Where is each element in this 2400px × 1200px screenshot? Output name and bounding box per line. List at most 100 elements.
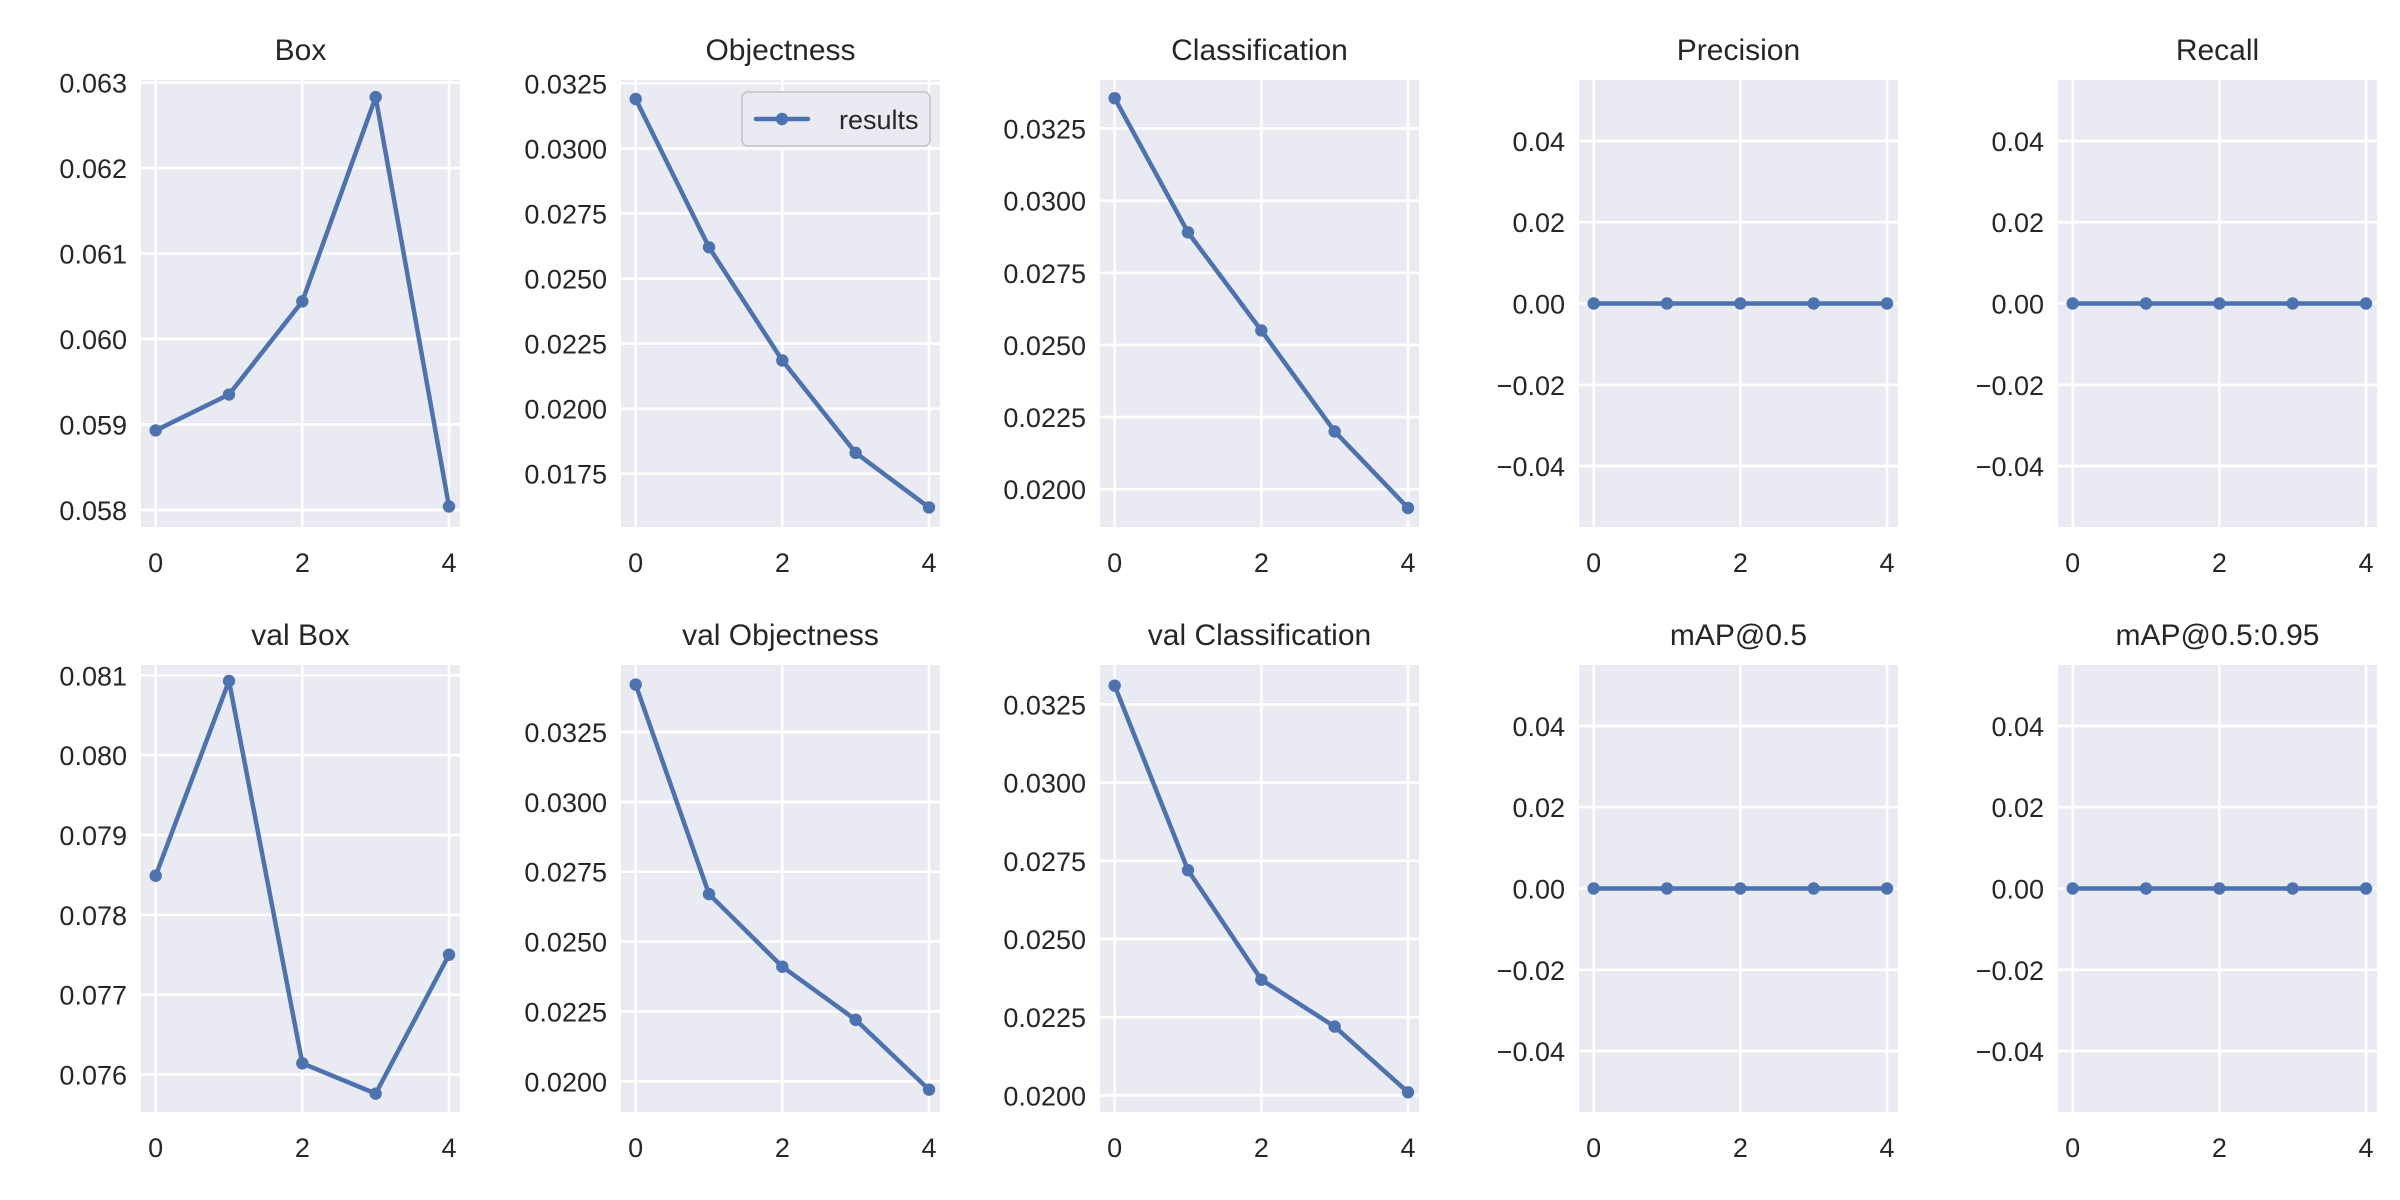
map-at-0-5-0-95-data-point [2066,882,2079,895]
classification-y-tick-label: 0.0275 [1003,259,1086,289]
box-data-point [296,295,309,308]
objectness-y-tick-label: 0.0175 [524,460,607,490]
recall-y-tick-label: 0.04 [1991,127,2044,157]
map-at-0-5-data-point [1660,882,1674,895]
classification-y-tick-label: 0.0250 [1003,331,1086,361]
map-at-0-5-data-point [1807,882,1820,895]
classification-data-point [1328,425,1341,438]
box-data-point [149,424,162,437]
objectness-y-tick-label: 0.0200 [524,395,607,425]
precision-y-tick-label: 0.00 [1512,290,1565,320]
val-objectness-data-point [849,1013,862,1027]
classification-y-tick-label: 0.0225 [1003,403,1086,433]
map-at-0-5-0-95-y-tick-label: 0.04 [1991,712,2044,742]
val-box-y-tick-label: 0.079 [59,821,127,851]
box-x-tick-label: 4 [441,548,456,578]
box-data-point [222,388,236,401]
map-at-0-5-0-95-y-tick-label: 0.02 [1991,793,2044,823]
precision-y-tick-label: −0.04 [1497,452,1565,482]
val-objectness-x-tick-label: 2 [775,1133,790,1163]
val-classification-y-tick-label: 0.0200 [1003,1081,1086,1111]
objectness-y-tick-label: 0.0275 [524,199,607,229]
classification-title: Classification [1171,34,1348,67]
map-at-0-5-0-95-y-tick-label: −0.04 [1976,1037,2044,1067]
map-at-0-5-y-tick-label: 0.04 [1512,712,1565,742]
val-box-data-point [149,869,162,882]
val-classification-data-point [1401,1086,1415,1099]
val-box-y-tick-label: 0.077 [59,981,127,1011]
objectness-y-tick-label: 0.0250 [524,265,607,295]
val-classification-data-point [1328,1020,1341,1033]
classification-data-point [1255,324,1268,337]
box-panel: 0 2 4 0.058 0.059 0.060 0.061 0.062 0.063 Box [59,34,460,578]
val-classification-x-tick-label: 4 [1400,1133,1415,1163]
val-box-panel: 0 2 4 0.076 0.077 0.078 0.079 0.080 0.081 val Box [59,619,460,1163]
objectness-panel: 0 2 4 0.0175 0.0200 0.0225 0.0250 0.0275 0.0300 0… [524,34,940,578]
val-box-x-tick-label: 2 [295,1133,310,1163]
precision-panel: 0 2 4 −0.04 −0.02 0.00 0.02 0.04 Precision [1497,34,1898,578]
val-classification-plot-area [1100,665,1419,1112]
precision-y-tick-label: −0.02 [1497,371,1565,401]
val-box-data-point [442,948,456,961]
map-at-0-5-y-tick-label: −0.04 [1497,1037,1565,1067]
precision-y-tick-label: 0.04 [1512,127,1565,157]
val-objectness-data-point [629,678,642,691]
map-at-0-5-title: mAP@0.5 [1670,619,1807,652]
precision-x-tick-label: 4 [1879,548,1894,578]
val-box-y-tick-label: 0.078 [59,901,127,931]
objectness-plot-area [621,80,940,527]
objectness-data-point [776,354,789,367]
box-x-tick-label: 0 [148,548,163,578]
precision-y-tick-label: 0.02 [1512,208,1565,238]
classification-plot-area [1100,80,1419,527]
box-title: Box [275,34,327,67]
map-at-0-5-0-95-x-tick-label: 0 [2065,1133,2080,1163]
val-box-x-tick-label: 4 [441,1133,456,1163]
classification-y-tick-label: 0.0325 [1003,114,1086,144]
val-classification-y-tick-label: 0.0225 [1003,1003,1086,1033]
map-at-0-5-y-tick-label: 0.02 [1512,793,1565,823]
map-at-0-5-panel: 0 2 4 −0.04 −0.02 0.00 0.02 0.04 mAP@0.5 [1497,619,1898,1163]
objectness-x-tick-label: 0 [628,548,643,578]
classification-y-tick-label: 0.0200 [1003,475,1086,505]
map-at-0-5-0-95-x-tick-label: 4 [2358,1133,2373,1163]
recall-y-tick-label: 0.00 [1991,290,2044,320]
val-classification-y-tick-label: 0.0250 [1003,925,1086,955]
objectness-legend-frame [741,91,931,147]
recall-title: Recall [2176,34,2259,67]
map-at-0-5-data-point [1880,882,1894,895]
recall-data-point [2359,297,2373,310]
val-classification-title: val Classification [1148,619,1371,652]
recall-data-point [2213,297,2226,310]
objectness-x-tick-label: 2 [775,548,790,578]
precision-x-tick-label: 0 [1586,548,1601,578]
objectness-data-point [849,446,862,460]
val-objectness-plot-area [621,665,940,1112]
classification-x-tick-label: 2 [1254,548,1269,578]
box-y-tick-label: 0.060 [59,325,127,355]
objectness-data-point [922,501,936,514]
val-classification-x-tick-label: 2 [1254,1133,1269,1163]
box-x-tick-label: 2 [295,548,310,578]
map-at-0-5-0-95-y-tick-label: 0.00 [1991,875,2044,905]
recall-data-point [2139,297,2153,310]
recall-data-point [2286,297,2299,310]
map-at-0-5-data-point [1734,882,1747,895]
val-objectness-y-tick-label: 0.0250 [524,928,607,958]
precision-data-point [1880,297,1894,310]
val-objectness-panel: 0 2 4 0.0200 0.0225 0.0250 0.0275 0.0300 0.0325 v… [524,619,940,1163]
val-objectness-x-tick-label: 4 [921,1133,936,1163]
box-y-tick-label: 0.062 [59,154,127,184]
val-objectness-data-point [922,1083,936,1096]
map-at-0-5-0-95-y-tick-label: −0.02 [1976,956,2044,986]
val-classification-y-tick-label: 0.0275 [1003,847,1086,877]
map-at-0-5-x-tick-label: 0 [1586,1133,1601,1163]
map-at-0-5-y-tick-label: 0.00 [1512,875,1565,905]
classification-data-point [1401,501,1415,515]
val-objectness-y-tick-label: 0.0300 [524,788,607,818]
box-data-point [369,90,382,104]
val-box-y-tick-label: 0.076 [59,1060,127,1090]
map-at-0-5-0-95-data-point [2359,882,2373,895]
val-objectness-y-tick-label: 0.0200 [524,1067,607,1097]
